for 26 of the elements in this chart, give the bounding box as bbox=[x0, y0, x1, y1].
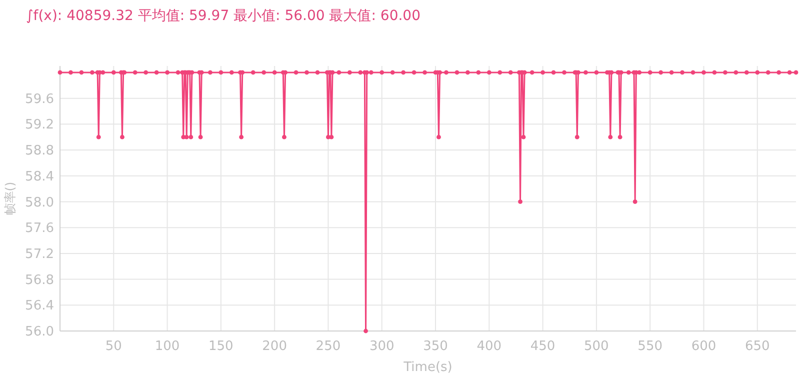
x-tick-label: 150 bbox=[208, 339, 234, 354]
y-axis-title: 帧率() bbox=[3, 182, 17, 216]
x-tick-label: 200 bbox=[262, 339, 287, 354]
y-tick-label: 58.8 bbox=[25, 144, 54, 159]
y-tick-label: 59.6 bbox=[25, 92, 54, 107]
y-tick-label: 56.0 bbox=[25, 324, 54, 340]
y-tick-label: 56.8 bbox=[25, 272, 54, 288]
y-tick-label: 58.0 bbox=[25, 195, 54, 210]
chart-title: ∫f(x): 40859.32 平均值: 59.97 最小值: 56.00 最大值: 60.00 bbox=[26, 8, 420, 24]
x-tick-label: 350 bbox=[423, 339, 448, 354]
x-tick-label: 450 bbox=[530, 339, 556, 354]
x-tick-label: 500 bbox=[584, 339, 609, 354]
y-tick-label: 59.2 bbox=[25, 118, 54, 133]
y-tick-label: 57.6 bbox=[25, 221, 54, 236]
x-tick-label: 250 bbox=[316, 339, 341, 354]
y-tick-label: 56.4 bbox=[25, 298, 54, 314]
x-tick-label: 400 bbox=[476, 339, 502, 354]
x-tick-label: 550 bbox=[638, 339, 662, 354]
x-axis-title: Time(s) bbox=[402, 360, 452, 375]
x-tick-label: 50 bbox=[105, 339, 122, 354]
y-tick-label: 57.2 bbox=[25, 246, 54, 262]
x-tick-label: 300 bbox=[369, 339, 394, 354]
x-tick-label: 650 bbox=[744, 339, 770, 354]
x-tick-label: 600 bbox=[691, 339, 716, 354]
y-tick-label: 58.4 bbox=[25, 169, 54, 184]
x-tick-label: 100 bbox=[154, 339, 180, 354]
